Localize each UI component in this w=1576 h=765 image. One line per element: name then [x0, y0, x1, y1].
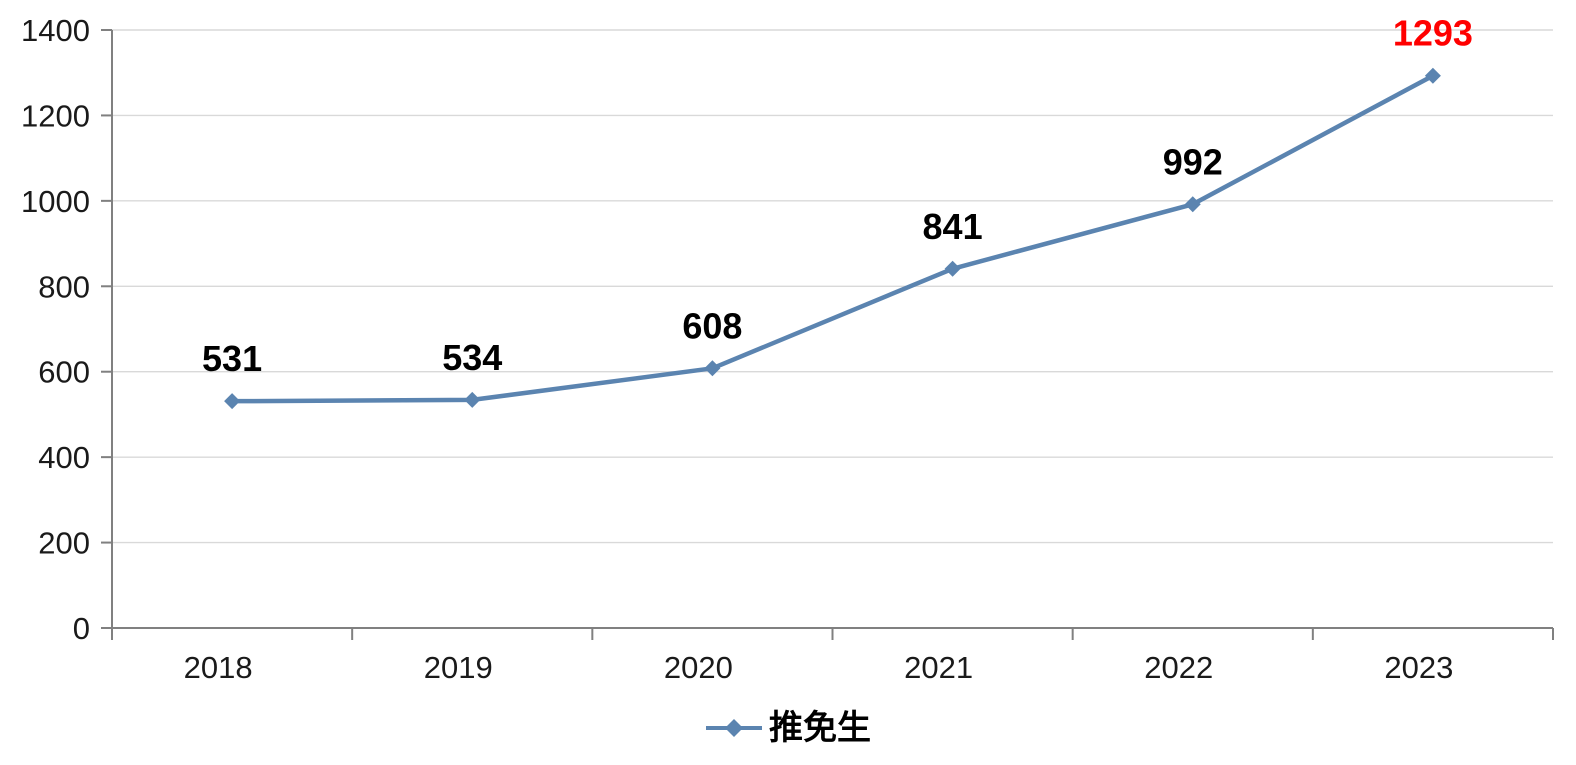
x-tick-label: 2018 — [184, 650, 253, 685]
data-point-marker[interactable] — [224, 393, 241, 410]
data-series-line — [232, 73, 1434, 404]
y-tick-label: 200 — [38, 526, 90, 561]
y-tick-label: 600 — [38, 355, 90, 390]
x-tick-label: 2019 — [424, 650, 493, 685]
y-tick-label: 1200 — [21, 98, 90, 133]
data-point-marker[interactable] — [1424, 67, 1441, 84]
data-label: 531 — [202, 338, 262, 379]
data-label: 841 — [923, 206, 983, 247]
y-tick-label: 1400 — [21, 13, 90, 48]
legend-label: 推免生 — [769, 709, 871, 747]
data-label: 608 — [682, 305, 742, 346]
legend[interactable]: 推免生 — [0, 700, 1576, 756]
x-tick-label: 2023 — [1384, 650, 1453, 685]
data-label: 534 — [442, 337, 502, 378]
x-tick-label: 2021 — [904, 650, 973, 685]
y-tick-label: 1000 — [21, 184, 90, 219]
data-point-marker[interactable] — [1184, 196, 1201, 213]
legend-line-marker-icon — [706, 719, 762, 737]
y-tick-label: 0 — [73, 611, 90, 646]
data-point-marker[interactable] — [944, 260, 961, 277]
y-tick-label: 800 — [38, 269, 90, 304]
x-tick-label: 2022 — [1144, 650, 1213, 685]
data-label: 992 — [1163, 141, 1223, 182]
x-tick-label: 2020 — [664, 650, 733, 685]
data-point-marker[interactable] — [464, 391, 481, 408]
data-point-marker[interactable] — [704, 360, 721, 377]
data-label: 1293 — [1393, 13, 1473, 54]
y-tick-label: 400 — [38, 440, 90, 475]
